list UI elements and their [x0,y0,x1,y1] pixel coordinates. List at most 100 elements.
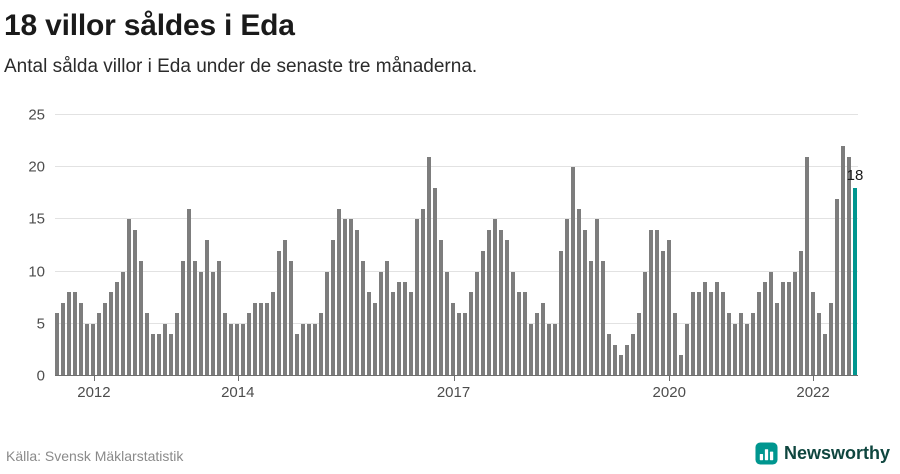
bar [733,323,737,376]
y-tick-label: 25 [28,106,45,124]
bar [259,302,263,376]
bar [97,313,101,376]
bar [427,156,431,376]
bar [241,323,245,376]
bar [823,334,827,376]
bar [829,302,833,376]
bar [67,292,71,376]
bar [703,282,707,376]
bar [451,302,455,376]
bar [379,271,383,376]
bar [313,323,317,376]
bar [367,292,371,376]
bar [511,271,515,376]
bar [721,292,725,376]
bar [163,323,167,376]
x-tick-mark [453,376,455,381]
bar [559,250,563,376]
x-tick-mark [669,376,671,381]
x-axis-labels: 2012 2014 2017 2020 2022 [55,376,858,406]
y-tick-label: 5 [36,315,45,333]
bar [61,302,65,376]
bar [493,219,497,376]
bar [361,261,365,376]
bar [607,334,611,376]
y-tick-label: 20 [28,158,45,176]
bar [745,323,749,376]
bar [811,292,815,376]
bar [169,334,173,376]
bar [271,292,275,376]
x-tick-label: 2014 [221,384,255,401]
bar [145,313,149,376]
bar [277,250,281,376]
bar [289,261,293,376]
gridline [55,114,858,115]
bar [181,261,185,376]
bar [127,219,131,376]
bar [331,240,335,376]
bar [673,313,677,376]
bar [91,323,95,376]
bar [55,313,59,376]
bar [529,323,533,376]
bar [115,282,119,376]
bar [325,271,329,376]
bar [553,323,557,376]
bar [139,261,143,376]
bar [373,302,377,376]
bar [211,271,215,376]
bar [655,229,659,376]
x-tick-label: 2017 [436,384,471,401]
bar [763,282,767,376]
bar [103,302,107,376]
bar [625,344,629,376]
x-axis-line [55,375,858,376]
x-tick-label: 2022 [796,384,830,401]
bar [235,323,239,376]
bar [481,250,485,376]
bar [445,271,449,376]
bar [355,229,359,376]
bar [613,344,617,376]
bar [295,334,299,376]
bar [589,261,593,376]
bar [391,292,395,376]
bar [193,261,197,376]
bar [817,313,821,376]
bar [637,313,641,376]
x-tick-label: 2012 [77,384,111,401]
bar [337,208,341,376]
bar [499,229,503,376]
bar [739,313,743,376]
y-tick-label: 10 [28,263,45,281]
bar [709,292,713,376]
bar [151,334,155,376]
x-tick-mark [93,376,95,381]
bar [835,198,839,376]
page-title: 18 villor såldes i Eda [4,9,295,42]
bar [397,282,401,376]
bar [775,302,779,376]
bar [667,240,671,376]
bar [475,271,479,376]
bar [175,313,179,376]
bar [565,219,569,376]
bar [619,355,623,376]
bar [793,271,797,376]
bar [841,146,845,376]
bar [769,271,773,376]
bar [583,229,587,376]
bar [157,334,161,376]
x-tick-mark [813,376,815,381]
bar [805,156,809,376]
source-note: Källa: Svensk Mäklarstatistik [6,448,184,464]
gridline [55,166,858,168]
bar [523,292,527,376]
bar [109,292,113,376]
bar [439,240,443,376]
newsworthy-logo[interactable]: Newsworthy [755,442,890,465]
bar [205,240,209,376]
bar [505,240,509,376]
bar [751,313,755,376]
